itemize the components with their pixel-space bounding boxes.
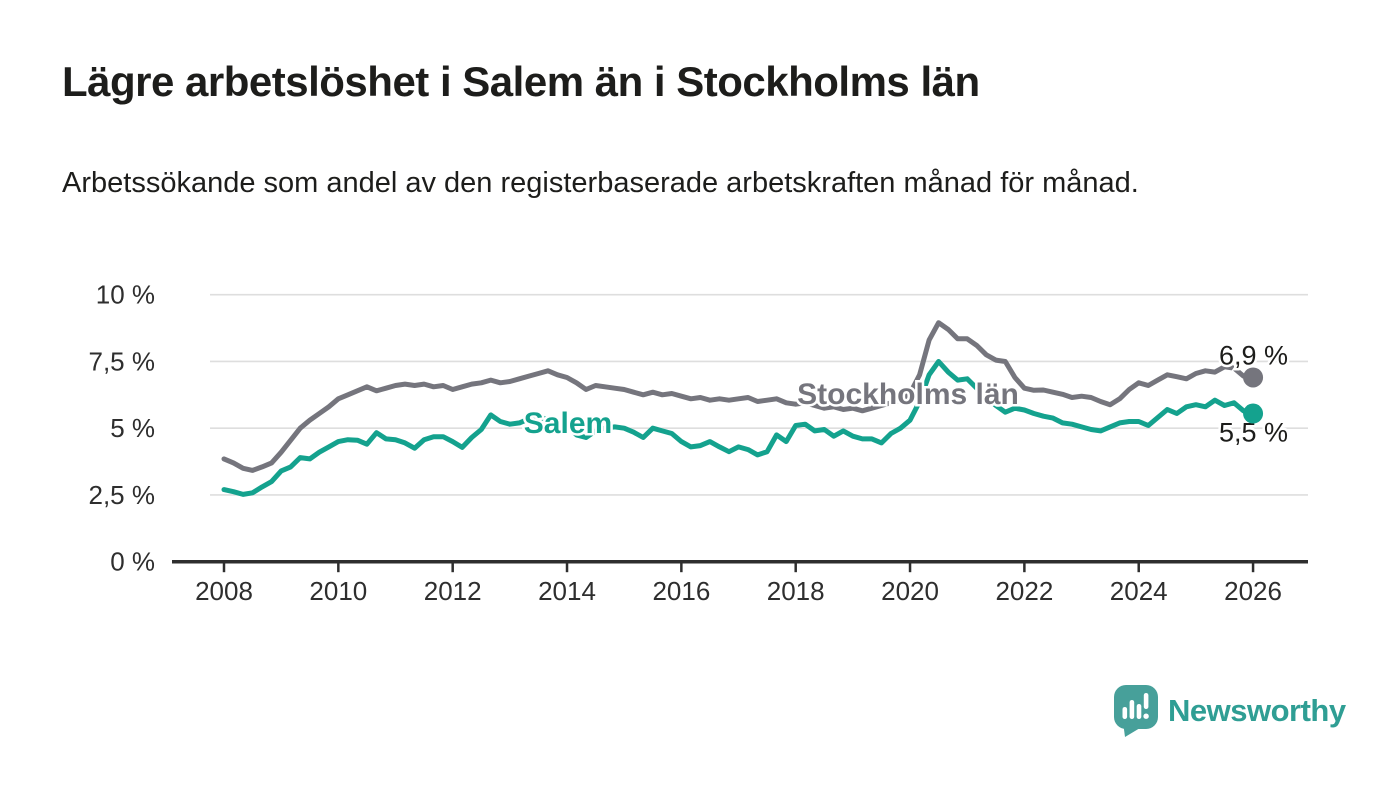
y-axis-tick-label: 2,5 % (89, 480, 156, 510)
chart-title: Lägre arbetslöshet i Salem än i Stockhol… (62, 58, 980, 105)
bar-chart-glyph (1122, 693, 1149, 719)
x-axis-tick-label: 2012 (424, 576, 482, 606)
series-label-stockholms-lan: Stockholms län (797, 378, 1019, 411)
series-endpoint-dot-stockholms-lan[interactable] (1243, 367, 1264, 388)
y-axis-tick-label: 10 % (96, 280, 155, 310)
x-axis-tick-label: 2022 (995, 576, 1053, 606)
y-axis-tick-label: 5 % (110, 413, 155, 443)
x-axis-tick-label: 2008 (195, 576, 253, 606)
x-axis-tick-label: 2020 (881, 576, 939, 606)
chart-subtitle: Arbetssökande som andel av den registerb… (62, 167, 1139, 199)
newsworthy-logo[interactable]: Newsworthy (1113, 684, 1346, 738)
series-line-stockholms-lan[interactable] (221, 320, 1256, 473)
newsworthy-logo-icon (1114, 685, 1158, 737)
end-value-label-stockholms-lan: 6,9 % (1219, 340, 1288, 370)
newsworthy-logo-text: Newsworthy (1168, 693, 1346, 728)
x-axis-tick-label: 2026 (1224, 576, 1282, 606)
x-axis-tick-label: 2024 (1110, 576, 1168, 606)
y-axis-tick-label: 7,5 % (89, 346, 156, 376)
x-axis-tick-label: 2014 (538, 576, 596, 606)
series-line-salem[interactable] (221, 359, 1256, 497)
x-axis-tick-label: 2010 (309, 576, 367, 606)
series-label-salem: Salem (524, 407, 612, 440)
x-axis-tick-label: 2018 (767, 576, 825, 606)
y-axis-tick-label: 0 % (110, 547, 155, 577)
x-axis-tick-label: 2016 (652, 576, 710, 606)
series-endpoint-dot-salem[interactable] (1243, 403, 1264, 424)
